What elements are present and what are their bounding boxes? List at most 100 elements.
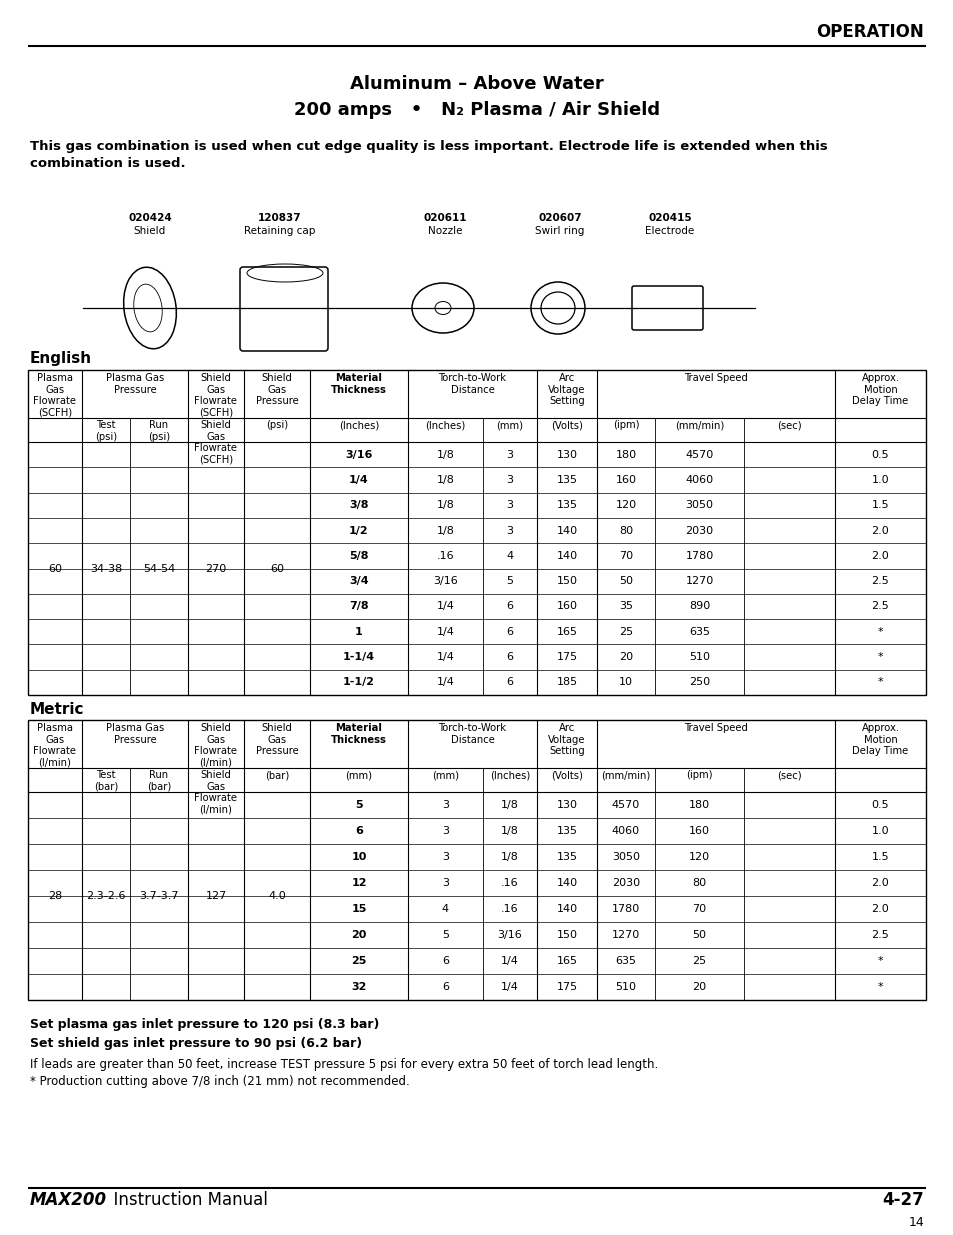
Text: 140: 140 [556,878,577,888]
Text: (Inches): (Inches) [338,420,378,430]
Text: Shield
Gas
Flowrate
(l/min): Shield Gas Flowrate (l/min) [194,722,237,768]
Text: 1: 1 [355,626,362,637]
Text: 3050: 3050 [685,500,713,510]
Text: (mm): (mm) [345,769,372,781]
Text: Aluminum – Above Water: Aluminum – Above Water [350,75,603,93]
Text: Shield
Gas
Pressure: Shield Gas Pressure [255,373,298,406]
Text: 1/8: 1/8 [436,500,454,510]
Text: Metric: Metric [30,703,85,718]
Text: 165: 165 [556,626,577,637]
Text: (sec): (sec) [777,769,801,781]
Text: Instruction Manual: Instruction Manual [103,1191,268,1209]
Text: 3/16: 3/16 [497,930,522,940]
Text: 5: 5 [506,577,513,587]
Text: 5: 5 [441,930,449,940]
Text: (Inches): (Inches) [489,769,530,781]
Text: 1270: 1270 [611,930,639,940]
Text: 15: 15 [351,904,366,914]
Text: 25: 25 [618,626,633,637]
Text: 1/4: 1/4 [500,956,518,966]
Text: 140: 140 [556,904,577,914]
Text: 1.5: 1.5 [871,852,888,862]
Text: 635: 635 [688,626,709,637]
Text: 135: 135 [556,852,577,862]
Text: 2030: 2030 [611,878,639,888]
Text: Test
(bar): Test (bar) [93,769,118,792]
Text: 12: 12 [351,878,366,888]
Text: 20: 20 [618,652,633,662]
Text: 2.5: 2.5 [871,601,888,611]
Text: (Volts): (Volts) [551,769,582,781]
Text: English: English [30,351,92,366]
Text: 25: 25 [692,956,706,966]
Text: 180: 180 [688,800,709,810]
Text: 3/16: 3/16 [433,577,457,587]
Text: MAX200: MAX200 [30,1191,107,1209]
Text: * Production cutting above 7/8 inch (21 mm) not recommended.: * Production cutting above 7/8 inch (21 … [30,1074,410,1088]
Text: 200 amps   •   N₂ Plasma / Air Shield: 200 amps • N₂ Plasma / Air Shield [294,101,659,119]
Text: 60: 60 [48,563,62,573]
Text: *: * [877,626,882,637]
Text: Swirl ring: Swirl ring [535,226,584,236]
Text: (bar): (bar) [265,769,289,781]
Text: Approx.
Motion
Delay Time: Approx. Motion Delay Time [851,722,907,756]
Text: 120: 120 [615,500,636,510]
Text: 3: 3 [506,526,513,536]
Text: 175: 175 [556,652,577,662]
Text: .16: .16 [500,878,518,888]
Text: Shield
Gas
Pressure: Shield Gas Pressure [255,722,298,756]
Text: (sec): (sec) [777,420,801,430]
Text: Plasma Gas
Pressure: Plasma Gas Pressure [106,722,164,745]
Text: 0.5: 0.5 [871,450,888,459]
Text: 1/4: 1/4 [436,626,454,637]
Text: 130: 130 [556,800,577,810]
Text: 2.0: 2.0 [871,878,888,888]
Text: 70: 70 [692,904,706,914]
Text: .16: .16 [436,551,454,561]
Text: 4060: 4060 [611,826,639,836]
Text: (mm/min): (mm/min) [674,420,723,430]
Text: 160: 160 [688,826,709,836]
Text: 250: 250 [688,677,709,688]
Text: 35: 35 [618,601,633,611]
Text: Travel Speed: Travel Speed [683,373,747,383]
Text: 2.5: 2.5 [871,577,888,587]
Bar [28,370,925,695]
Text: 7/8: 7/8 [349,601,369,611]
Text: 020415: 020415 [647,212,691,224]
Text: Test
(psi): Test (psi) [95,420,117,442]
Text: 20: 20 [351,930,366,940]
Text: Travel Speed: Travel Speed [683,722,747,734]
Text: (ipm): (ipm) [685,769,712,781]
Text: 1/4: 1/4 [500,982,518,992]
Text: This gas combination is used when cut edge quality is less important. Electrode : This gas combination is used when cut ed… [30,140,827,170]
Text: 1/4: 1/4 [436,652,454,662]
Text: 1/8: 1/8 [436,450,454,459]
Text: 020424: 020424 [128,212,172,224]
Text: 4: 4 [441,904,449,914]
Text: 140: 140 [556,526,577,536]
Text: 1-1/2: 1-1/2 [343,677,375,688]
Text: 135: 135 [556,826,577,836]
Text: 2.3-2.6: 2.3-2.6 [86,890,126,902]
Text: 0.5: 0.5 [871,800,888,810]
Text: 1.0: 1.0 [871,826,888,836]
Text: 1/8: 1/8 [500,800,518,810]
Text: *: * [877,982,882,992]
Text: 127: 127 [205,890,227,902]
Text: 14: 14 [907,1215,923,1229]
Text: 890: 890 [688,601,709,611]
Text: 120: 120 [688,852,709,862]
Text: Material
Thickness: Material Thickness [331,373,387,395]
Text: 2.5: 2.5 [871,930,888,940]
Text: 160: 160 [615,475,636,485]
Text: Arc
Voltage
Setting: Arc Voltage Setting [548,373,585,406]
Text: 80: 80 [618,526,633,536]
Text: 80: 80 [692,878,706,888]
Text: Material
Thickness: Material Thickness [331,722,387,745]
Text: Shield: Shield [133,226,166,236]
Text: (mm/min): (mm/min) [600,769,650,781]
Text: 6: 6 [506,652,513,662]
Text: 5: 5 [355,800,362,810]
Text: Plasma
Gas
Flowrate
(l/min): Plasma Gas Flowrate (l/min) [33,722,76,768]
